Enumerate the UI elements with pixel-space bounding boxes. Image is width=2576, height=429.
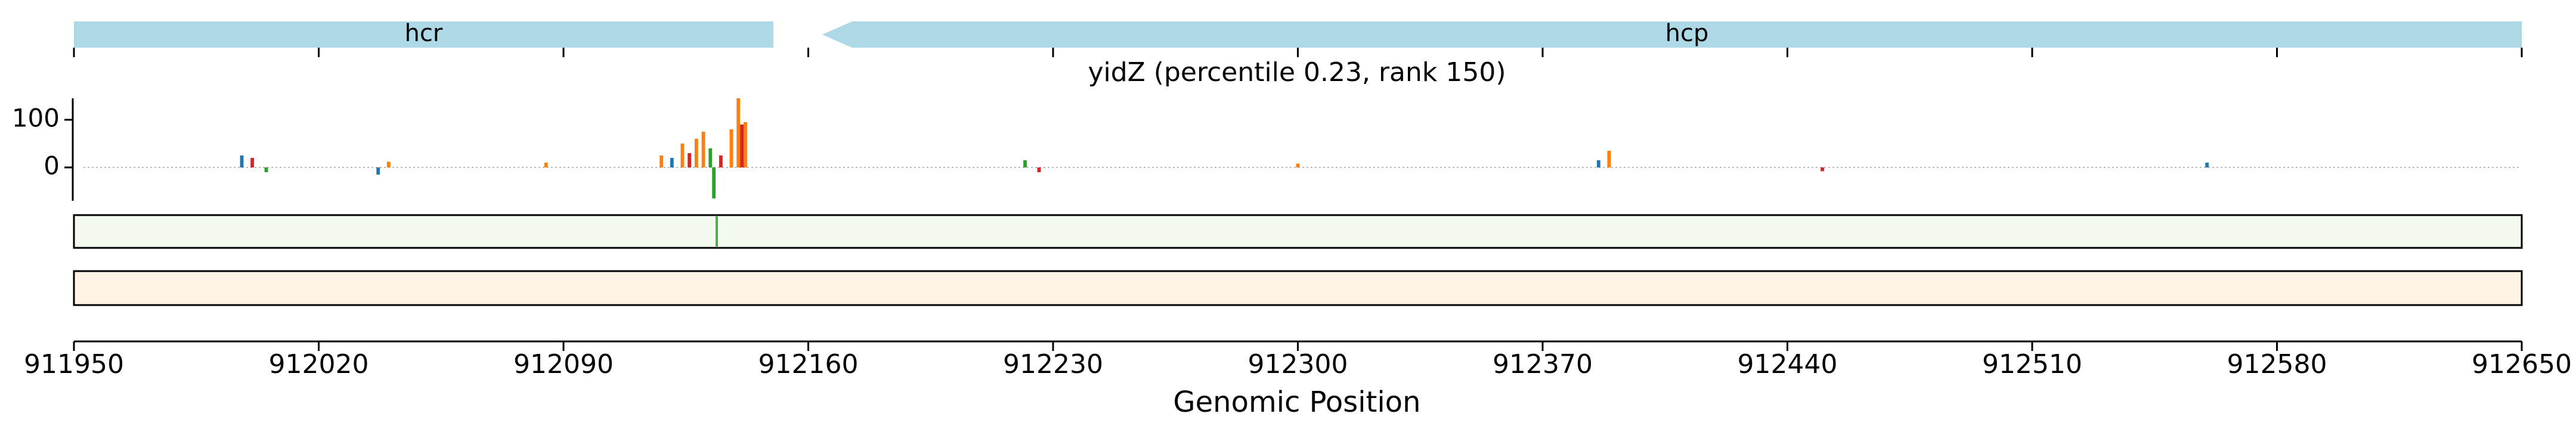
logo-bar [1596, 160, 1600, 167]
x-axis-label: Genomic Position [1173, 386, 1420, 419]
x-tick-label: 912090 [513, 349, 614, 380]
x-tick-label: 912580 [2227, 349, 2327, 380]
logo-bar [729, 129, 733, 167]
logo-bar [1607, 151, 1611, 167]
logo-bar [250, 158, 255, 167]
logo-bar [670, 158, 674, 167]
logo-bar [1037, 167, 1041, 172]
gene-label: hcr [405, 20, 443, 47]
logo-bar [712, 167, 716, 198]
logo-bar [386, 161, 391, 167]
gene [822, 21, 2522, 48]
logo-bar [701, 132, 705, 167]
logo-bar [694, 139, 698, 167]
x-tick-label: 912020 [269, 349, 369, 380]
x-tick-label: 912650 [2472, 349, 2572, 380]
chart-title: yidZ (percentile 0.23, rank 150) [1088, 57, 1506, 88]
x-tick-label: 912300 [1248, 349, 1348, 380]
logo-bar [740, 125, 744, 167]
logo-bar [264, 167, 268, 172]
logo-bar [736, 98, 741, 167]
x-tick-label: 912510 [1982, 349, 2082, 380]
x-tick-label: 911950 [24, 349, 124, 380]
logo-bar [240, 156, 244, 167]
track-green [73, 214, 2523, 249]
logo-bar [688, 153, 692, 167]
logo-bar [376, 167, 380, 175]
gene-label: hcp [1665, 20, 1709, 47]
logo-bar [744, 122, 747, 167]
gene [74, 21, 773, 48]
track-orange [73, 270, 2523, 306]
logo-bar [544, 163, 548, 167]
logo-bar [2205, 163, 2209, 167]
x-tick-label: 912370 [1493, 349, 1593, 380]
x-tick-label: 912160 [758, 349, 859, 380]
logo-bar [719, 156, 723, 167]
x-tick-label: 912230 [1003, 349, 1103, 380]
logo-bar [680, 144, 685, 167]
y-tick-label: 0 [44, 151, 60, 181]
logo-bar [660, 156, 664, 167]
logo-bar [1023, 160, 1027, 167]
y-tick-label: 100 [12, 104, 60, 133]
logo-bar [1296, 163, 1300, 167]
x-tick-label: 912440 [1738, 349, 1838, 380]
logo-bar [1820, 167, 1825, 172]
logo-bar [708, 148, 713, 167]
